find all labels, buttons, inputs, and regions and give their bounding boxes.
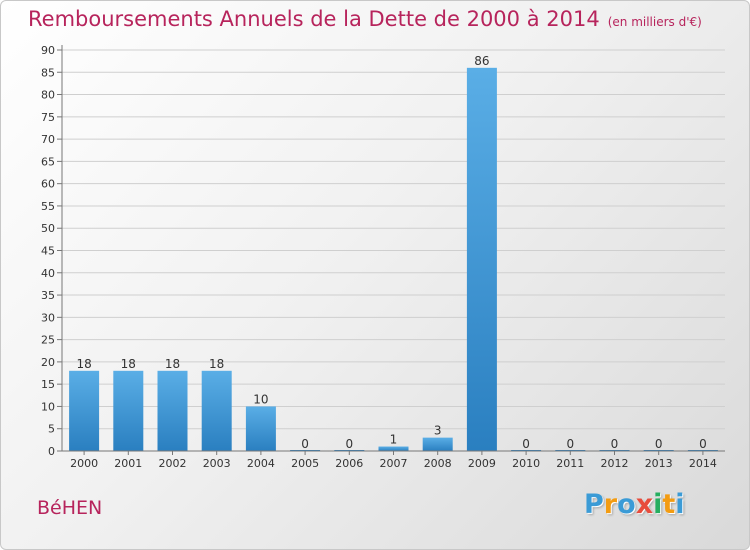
x-tick-label: 2005 [291, 457, 319, 470]
x-tick-label: 2002 [159, 457, 187, 470]
bar [245, 406, 276, 451]
x-tick-label: 2010 [512, 457, 540, 470]
y-tick-label: 25 [41, 334, 55, 347]
bar [201, 370, 232, 451]
bar-value-label: 86 [474, 54, 489, 68]
bar-value-label: 18 [165, 357, 180, 371]
y-tick-label: 5 [48, 423, 55, 436]
y-tick-label: 35 [41, 289, 55, 302]
y-tick-label: 45 [41, 245, 55, 258]
bar [157, 370, 188, 451]
y-tick-label: 0 [48, 445, 55, 458]
bar-value-label: 10 [253, 392, 268, 406]
x-tick-label: 2009 [468, 457, 496, 470]
bars [69, 67, 718, 452]
logo-letter: o [617, 489, 636, 520]
x-tick-label: 2006 [335, 457, 363, 470]
x-tick-label: 2004 [247, 457, 275, 470]
bar-value-label: 0 [301, 437, 309, 451]
y-tick-label: 30 [41, 311, 55, 324]
x-tick-label: 2013 [645, 457, 673, 470]
chart-unit: (en milliers d'€) [607, 15, 702, 29]
x-tick-label: 2001 [114, 457, 142, 470]
x-tick-label: 2011 [556, 457, 584, 470]
axes [57, 45, 725, 455]
y-tick-label: 20 [41, 356, 55, 369]
proxiti-logo: Proxiti [584, 489, 685, 520]
logo-letter: i [675, 489, 685, 520]
y-tick-label: 65 [41, 155, 55, 168]
bar-value-label: 18 [121, 357, 136, 371]
bar [113, 370, 144, 451]
y-tick-label: 55 [41, 200, 55, 213]
chart-title: Remboursements Annuels de la Dette de 20… [28, 7, 702, 31]
logo-letter: i [653, 489, 663, 520]
tick-labels: 0510152025303540455055606570758085901820… [41, 44, 717, 470]
logo-letter: P [584, 489, 604, 520]
y-tick-label: 75 [41, 111, 55, 124]
x-tick-label: 2003 [203, 457, 231, 470]
bar-value-label: 0 [522, 437, 530, 451]
bar-value-label: 0 [345, 437, 353, 451]
bar-value-label: 1 [390, 433, 398, 447]
bar [69, 370, 100, 451]
logo-letter: r [603, 489, 618, 520]
x-tick-label: 2012 [601, 457, 629, 470]
y-tick-label: 10 [41, 400, 55, 413]
bar-value-label: 0 [611, 437, 619, 451]
y-tick-label: 85 [41, 66, 55, 79]
bar [422, 437, 453, 451]
bar-value-label: 18 [209, 357, 224, 371]
commune-name: BéHEN [37, 497, 103, 519]
x-tick-label: 2007 [380, 457, 408, 470]
bar-value-label: 0 [566, 437, 574, 451]
x-tick-label: 2014 [689, 457, 717, 470]
y-tick-label: 40 [41, 267, 55, 280]
y-tick-label: 70 [41, 133, 55, 146]
logo-letter: x [635, 489, 654, 520]
y-tick-label: 80 [41, 89, 55, 102]
chart-title-text: Remboursements Annuels de la Dette de 20… [28, 7, 600, 31]
bar-value-label: 0 [655, 437, 663, 451]
x-tick-label: 2000 [70, 457, 98, 470]
bar-value-label: 3 [434, 424, 442, 438]
y-tick-label: 15 [41, 378, 55, 391]
bar [378, 446, 409, 451]
bar [466, 67, 497, 452]
y-tick-label: 90 [41, 44, 55, 57]
bar-value-label: 18 [76, 357, 91, 371]
x-tick-label: 2008 [424, 457, 452, 470]
bar-value-label: 0 [699, 437, 707, 451]
logo-letter: t [662, 489, 676, 520]
y-tick-label: 50 [41, 222, 55, 235]
y-tick-label: 60 [41, 178, 55, 191]
grid-lines [62, 49, 725, 430]
